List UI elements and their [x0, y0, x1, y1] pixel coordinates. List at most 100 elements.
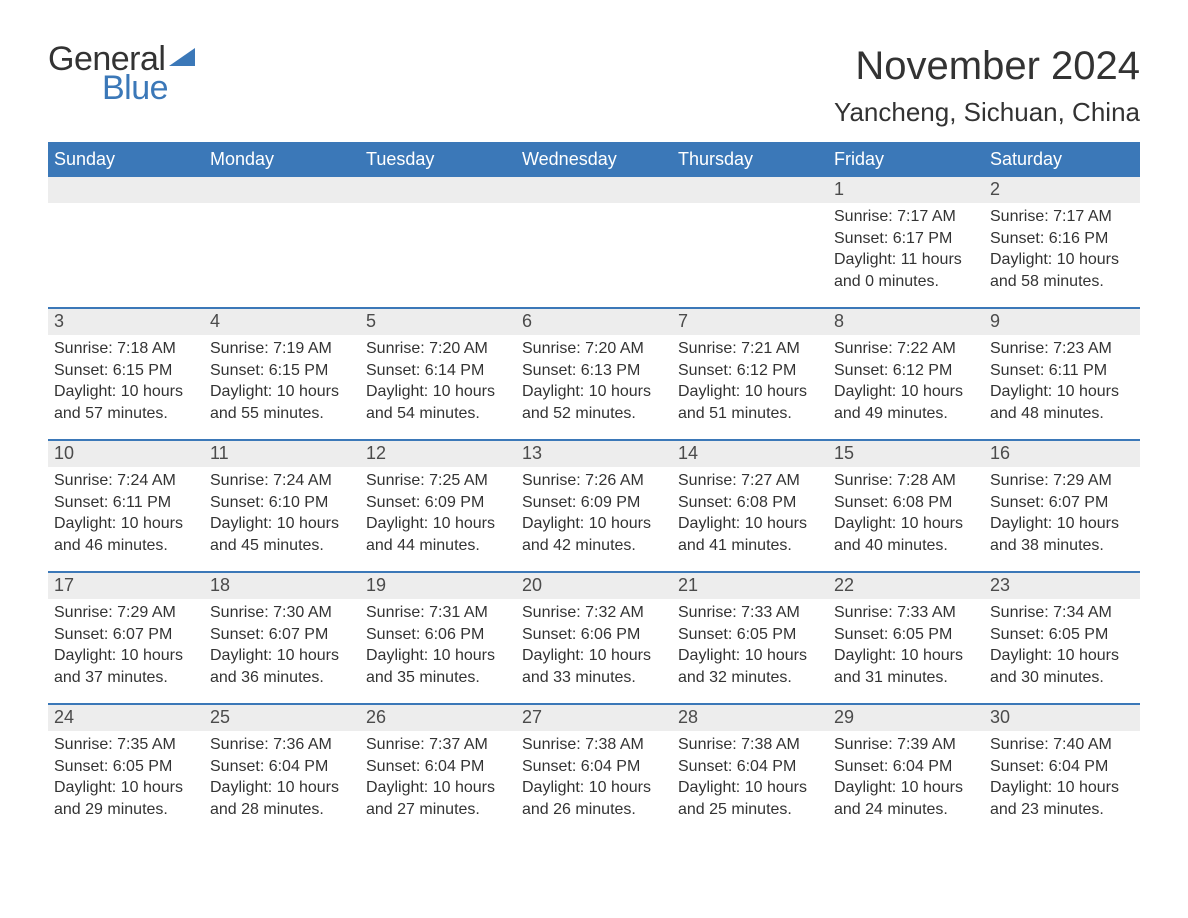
day-number: 2: [984, 177, 1140, 203]
day-cell: 30Sunrise: 7:40 AMSunset: 6:04 PMDayligh…: [984, 705, 1140, 835]
day-cell: 25Sunrise: 7:36 AMSunset: 6:04 PMDayligh…: [204, 705, 360, 835]
day-number: 9: [984, 309, 1140, 335]
daylight-text-1: Daylight: 11 hours: [834, 249, 978, 271]
dow-thursday: Thursday: [672, 142, 828, 177]
day-details: Sunrise: 7:39 AMSunset: 6:04 PMDaylight:…: [828, 731, 984, 824]
logo: General Blue: [48, 40, 197, 108]
daylight-text-2: and 58 minutes.: [990, 271, 1134, 293]
sunset-text: Sunset: 6:09 PM: [522, 492, 666, 514]
month-title: November 2024: [834, 44, 1140, 89]
day-cell: 26Sunrise: 7:37 AMSunset: 6:04 PMDayligh…: [360, 705, 516, 835]
daylight-text-1: Daylight: 10 hours: [522, 381, 666, 403]
day-details: Sunrise: 7:37 AMSunset: 6:04 PMDaylight:…: [360, 731, 516, 824]
daylight-text-1: Daylight: 10 hours: [54, 513, 198, 535]
day-of-week-header: Sunday Monday Tuesday Wednesday Thursday…: [48, 142, 1140, 177]
sunrise-text: Sunrise: 7:33 AM: [834, 602, 978, 624]
sunrise-text: Sunrise: 7:26 AM: [522, 470, 666, 492]
week-row: 24Sunrise: 7:35 AMSunset: 6:05 PMDayligh…: [48, 703, 1140, 835]
day-number: 27: [516, 705, 672, 731]
dow-monday: Monday: [204, 142, 360, 177]
day-number: 25: [204, 705, 360, 731]
day-cell: 21Sunrise: 7:33 AMSunset: 6:05 PMDayligh…: [672, 573, 828, 703]
sunset-text: Sunset: 6:05 PM: [990, 624, 1134, 646]
sunset-text: Sunset: 6:04 PM: [522, 756, 666, 778]
empty-day: [204, 177, 360, 203]
day-cell: [204, 177, 360, 307]
calendar: Sunday Monday Tuesday Wednesday Thursday…: [48, 142, 1140, 835]
day-cell: [360, 177, 516, 307]
weeks-container: 1Sunrise: 7:17 AMSunset: 6:17 PMDaylight…: [48, 177, 1140, 835]
daylight-text-2: and 35 minutes.: [366, 667, 510, 689]
daylight-text-1: Daylight: 10 hours: [834, 777, 978, 799]
day-details: Sunrise: 7:29 AMSunset: 6:07 PMDaylight:…: [48, 599, 204, 692]
daylight-text-1: Daylight: 10 hours: [210, 777, 354, 799]
logo-flag-icon: [169, 46, 197, 74]
day-details: Sunrise: 7:21 AMSunset: 6:12 PMDaylight:…: [672, 335, 828, 428]
day-number: 11: [204, 441, 360, 467]
day-cell: [516, 177, 672, 307]
day-number: 28: [672, 705, 828, 731]
day-number: 5: [360, 309, 516, 335]
day-details: Sunrise: 7:24 AMSunset: 6:10 PMDaylight:…: [204, 467, 360, 560]
sunset-text: Sunset: 6:05 PM: [54, 756, 198, 778]
sunrise-text: Sunrise: 7:33 AM: [678, 602, 822, 624]
day-details: Sunrise: 7:38 AMSunset: 6:04 PMDaylight:…: [516, 731, 672, 824]
day-number: 18: [204, 573, 360, 599]
day-details: Sunrise: 7:30 AMSunset: 6:07 PMDaylight:…: [204, 599, 360, 692]
day-details: Sunrise: 7:17 AMSunset: 6:16 PMDaylight:…: [984, 203, 1140, 296]
day-details: Sunrise: 7:17 AMSunset: 6:17 PMDaylight:…: [828, 203, 984, 296]
daylight-text-1: Daylight: 10 hours: [990, 249, 1134, 271]
sunrise-text: Sunrise: 7:17 AM: [990, 206, 1134, 228]
daylight-text-2: and 29 minutes.: [54, 799, 198, 821]
daylight-text-2: and 31 minutes.: [834, 667, 978, 689]
daylight-text-2: and 0 minutes.: [834, 271, 978, 293]
sunset-text: Sunset: 6:15 PM: [210, 360, 354, 382]
day-number: 26: [360, 705, 516, 731]
day-number: 22: [828, 573, 984, 599]
daylight-text-1: Daylight: 10 hours: [54, 645, 198, 667]
sunrise-text: Sunrise: 7:20 AM: [522, 338, 666, 360]
day-number: 19: [360, 573, 516, 599]
daylight-text-1: Daylight: 10 hours: [366, 645, 510, 667]
day-cell: 23Sunrise: 7:34 AMSunset: 6:05 PMDayligh…: [984, 573, 1140, 703]
daylight-text-1: Daylight: 10 hours: [210, 513, 354, 535]
day-details: Sunrise: 7:33 AMSunset: 6:05 PMDaylight:…: [672, 599, 828, 692]
daylight-text-1: Daylight: 10 hours: [990, 381, 1134, 403]
sunrise-text: Sunrise: 7:38 AM: [678, 734, 822, 756]
sunset-text: Sunset: 6:04 PM: [990, 756, 1134, 778]
daylight-text-1: Daylight: 10 hours: [54, 777, 198, 799]
daylight-text-1: Daylight: 10 hours: [834, 381, 978, 403]
dow-saturday: Saturday: [984, 142, 1140, 177]
day-number: 16: [984, 441, 1140, 467]
day-cell: 29Sunrise: 7:39 AMSunset: 6:04 PMDayligh…: [828, 705, 984, 835]
sunrise-text: Sunrise: 7:38 AM: [522, 734, 666, 756]
day-number: 24: [48, 705, 204, 731]
sunrise-text: Sunrise: 7:30 AM: [210, 602, 354, 624]
daylight-text-2: and 54 minutes.: [366, 403, 510, 425]
week-row: 1Sunrise: 7:17 AMSunset: 6:17 PMDaylight…: [48, 177, 1140, 307]
day-cell: 10Sunrise: 7:24 AMSunset: 6:11 PMDayligh…: [48, 441, 204, 571]
day-number: 1: [828, 177, 984, 203]
dow-friday: Friday: [828, 142, 984, 177]
sunset-text: Sunset: 6:05 PM: [834, 624, 978, 646]
day-details: Sunrise: 7:18 AMSunset: 6:15 PMDaylight:…: [48, 335, 204, 428]
day-cell: 17Sunrise: 7:29 AMSunset: 6:07 PMDayligh…: [48, 573, 204, 703]
day-cell: 18Sunrise: 7:30 AMSunset: 6:07 PMDayligh…: [204, 573, 360, 703]
sunset-text: Sunset: 6:04 PM: [678, 756, 822, 778]
daylight-text-1: Daylight: 10 hours: [990, 513, 1134, 535]
daylight-text-2: and 55 minutes.: [210, 403, 354, 425]
day-details: Sunrise: 7:20 AMSunset: 6:14 PMDaylight:…: [360, 335, 516, 428]
dow-tuesday: Tuesday: [360, 142, 516, 177]
daylight-text-1: Daylight: 10 hours: [210, 381, 354, 403]
daylight-text-1: Daylight: 10 hours: [366, 381, 510, 403]
sunrise-text: Sunrise: 7:24 AM: [54, 470, 198, 492]
daylight-text-1: Daylight: 10 hours: [990, 645, 1134, 667]
daylight-text-1: Daylight: 10 hours: [522, 645, 666, 667]
day-cell: 11Sunrise: 7:24 AMSunset: 6:10 PMDayligh…: [204, 441, 360, 571]
sunset-text: Sunset: 6:10 PM: [210, 492, 354, 514]
sunrise-text: Sunrise: 7:31 AM: [366, 602, 510, 624]
day-cell: 16Sunrise: 7:29 AMSunset: 6:07 PMDayligh…: [984, 441, 1140, 571]
sunset-text: Sunset: 6:12 PM: [678, 360, 822, 382]
sunset-text: Sunset: 6:07 PM: [210, 624, 354, 646]
daylight-text-2: and 32 minutes.: [678, 667, 822, 689]
